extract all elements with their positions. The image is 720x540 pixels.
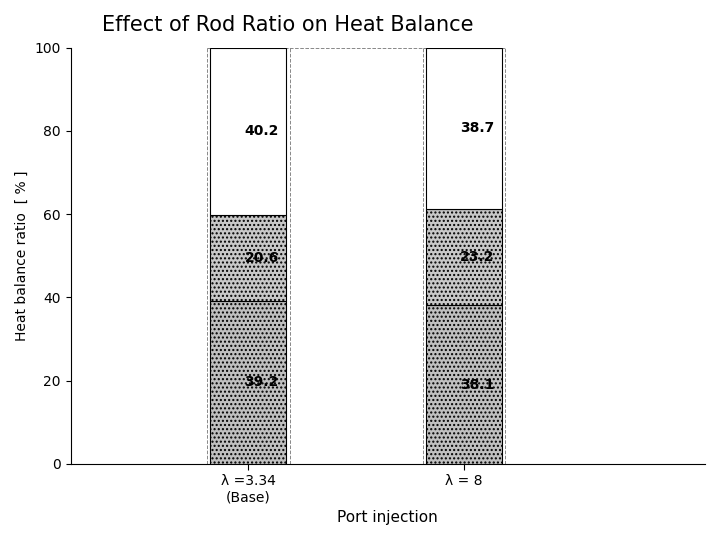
Text: 39.2: 39.2 (245, 375, 279, 389)
Text: 38.1: 38.1 (460, 377, 495, 392)
Text: 40.2: 40.2 (245, 124, 279, 138)
Bar (210, 215, 287, 301)
Text: 38.7: 38.7 (460, 121, 495, 135)
Bar (210, 48, 287, 215)
Y-axis label: Heat balance ratio  [ % ]: Heat balance ratio [ % ] (15, 171, 29, 341)
X-axis label: Port injection: Port injection (338, 510, 438, 525)
Text: 23.2: 23.2 (460, 250, 495, 264)
Text: 20.6: 20.6 (245, 251, 279, 265)
Bar (210, 301, 287, 464)
Bar (426, 48, 502, 209)
Bar (426, 305, 502, 464)
Bar (426, 209, 502, 305)
Text: Effect of Rod Ratio on Heat Balance: Effect of Rod Ratio on Heat Balance (102, 15, 474, 35)
